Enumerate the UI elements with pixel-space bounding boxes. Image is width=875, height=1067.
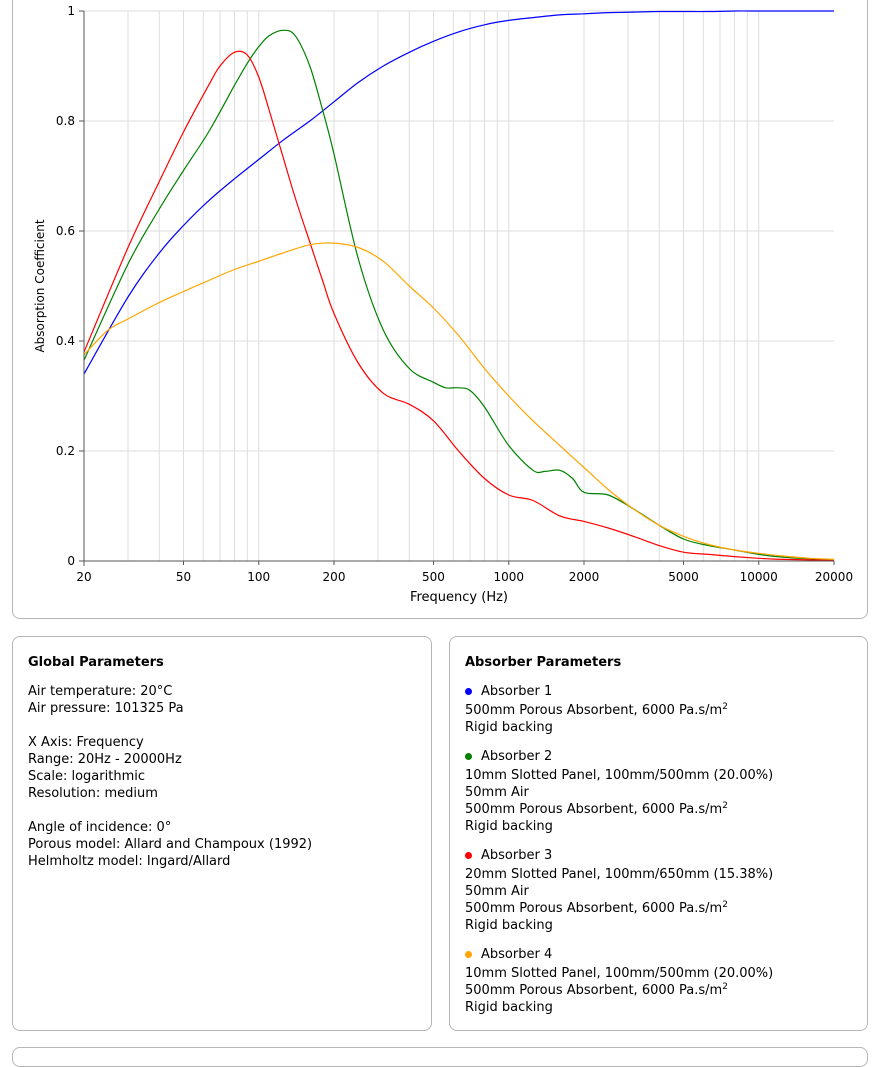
series-line-absorber-3 xyxy=(83,50,835,562)
helmholtz-model: Helmholtz model: Ingard/Allard xyxy=(28,854,231,869)
x-axis-setting: X Axis: Frequency xyxy=(28,735,144,750)
range-setting: Range: 20Hz - 20000Hz xyxy=(28,752,182,767)
porous-model: Porous model: Allard and Champoux (1992) xyxy=(28,837,313,852)
absorber-item: Absorber 1 500mm Porous Absorbent, 6000 P… xyxy=(465,683,852,736)
chart-panel: 0 0.2 0.4 0.6 0.8 1 20 50 100 200 500 1000 2000 5000 1… xyxy=(12,0,868,619)
series-line-absorber-4 xyxy=(83,242,835,560)
absorber-layer: 500mm Porous Absorbent, 6000 Pa.s/m2 xyxy=(465,702,728,719)
absorber-item: Absorber 3 20mm Slotted Panel, 100mm/650m… xyxy=(465,847,852,934)
unit-superscript: 2 xyxy=(722,801,728,811)
absorber-name: Absorber 4 xyxy=(481,947,553,962)
y-axis-title: Absorption Coefficient xyxy=(33,219,47,352)
legend-dot-icon xyxy=(465,951,472,958)
absorber-header: Absorber 4 xyxy=(465,946,852,963)
scale-setting: Scale: logarithmic xyxy=(28,769,145,784)
x-tick-label: 5000 xyxy=(668,570,699,584)
x-tick-label: 2000 xyxy=(569,570,600,584)
absorber-header: Absorber 2 xyxy=(465,748,852,765)
absorber-name: Absorber 2 xyxy=(481,749,553,764)
absorber-parameters-panel: Absorber Parameters Absorber 1 500mm Poro… xyxy=(449,636,868,1031)
absorber-layer: 500mm Porous Absorbent, 6000 Pa.s/m2 xyxy=(465,801,728,818)
x-tick-label: 500 xyxy=(422,570,445,584)
absorber-layer: Rigid backing xyxy=(465,918,553,933)
absorber-layer: 500mm Porous Absorbent, 6000 Pa.s/m2 xyxy=(465,900,728,917)
absorber-layer: 50mm Air xyxy=(465,884,529,899)
absorber-list: Absorber 1 500mm Porous Absorbent, 6000 P… xyxy=(465,683,852,1016)
unit-superscript: 2 xyxy=(722,702,728,712)
angle-of-incidence: Angle of incidence: 0° xyxy=(28,820,172,835)
air-temperature: Air temperature: 20°C xyxy=(28,684,173,699)
absorber-parameters-title: Absorber Parameters xyxy=(465,655,622,670)
y-tick-label: 0 xyxy=(67,554,75,568)
absorber-layer: 10mm Slotted Panel, 100mm/500mm (20.00%) xyxy=(465,768,774,783)
absorber-layer: Rigid backing xyxy=(465,1000,553,1015)
absorption-chart: 0 0.2 0.4 0.6 0.8 1 20 50 100 200 500 1000 2000 5000 1… xyxy=(33,4,853,605)
absorber-item: Absorber 2 10mm Slotted Panel, 100mm/500m… xyxy=(465,748,852,835)
absorber-layer: 500mm Porous Absorbent, 6000 Pa.s/m2 xyxy=(465,982,728,999)
global-parameters-panel: Global Parameters Air temperature: 20°C … xyxy=(12,636,432,1031)
legend-dot-icon xyxy=(465,688,472,695)
series-line-absorber-1 xyxy=(83,10,834,375)
absorber-layer: Rigid backing xyxy=(465,819,553,834)
resolution-setting: Resolution: medium xyxy=(28,786,158,801)
absorber-header: Absorber 3 xyxy=(465,847,852,864)
legend-dot-icon xyxy=(465,753,472,760)
absorber-layer: Rigid backing xyxy=(465,720,553,735)
x-tick-label: 10000 xyxy=(740,570,778,584)
unit-superscript: 2 xyxy=(722,900,728,910)
absorber-layer: 20mm Slotted Panel, 100mm/650mm (15.38%) xyxy=(465,867,774,882)
y-tick-label: 0.4 xyxy=(56,334,75,348)
y-tick-label: 0.2 xyxy=(56,444,75,458)
absorber-header: Absorber 1 xyxy=(465,683,852,700)
x-tick-label: 50 xyxy=(176,570,191,584)
absorber-layer: 10mm Slotted Panel, 100mm/500mm (20.00%) xyxy=(465,966,774,981)
y-tick-label: 1 xyxy=(67,4,75,18)
x-tick-label: 20 xyxy=(76,570,91,584)
global-parameters-title: Global Parameters xyxy=(28,655,164,670)
x-tick-label: 200 xyxy=(323,570,346,584)
air-pressure: Air pressure: 101325 Pa xyxy=(28,701,184,716)
legend-dot-icon xyxy=(465,852,472,859)
absorber-item: Absorber 4 10mm Slotted Panel, 100mm/500m… xyxy=(465,946,852,1016)
absorber-layer: 50mm Air xyxy=(465,785,529,800)
series-line-absorber-2 xyxy=(83,29,835,561)
x-tick-label: 100 xyxy=(247,570,270,584)
bottom-panel-edge xyxy=(12,1047,868,1067)
y-tick-label: 0.6 xyxy=(56,224,75,238)
unit-superscript: 2 xyxy=(722,982,728,992)
x-tick-label: 1000 xyxy=(493,570,524,584)
x-axis-title: Frequency (Hz) xyxy=(410,590,508,605)
absorber-name: Absorber 3 xyxy=(481,848,553,863)
x-tick-label: 20000 xyxy=(815,570,853,584)
absorber-name: Absorber 1 xyxy=(481,684,553,699)
y-tick-label: 0.8 xyxy=(56,114,75,128)
